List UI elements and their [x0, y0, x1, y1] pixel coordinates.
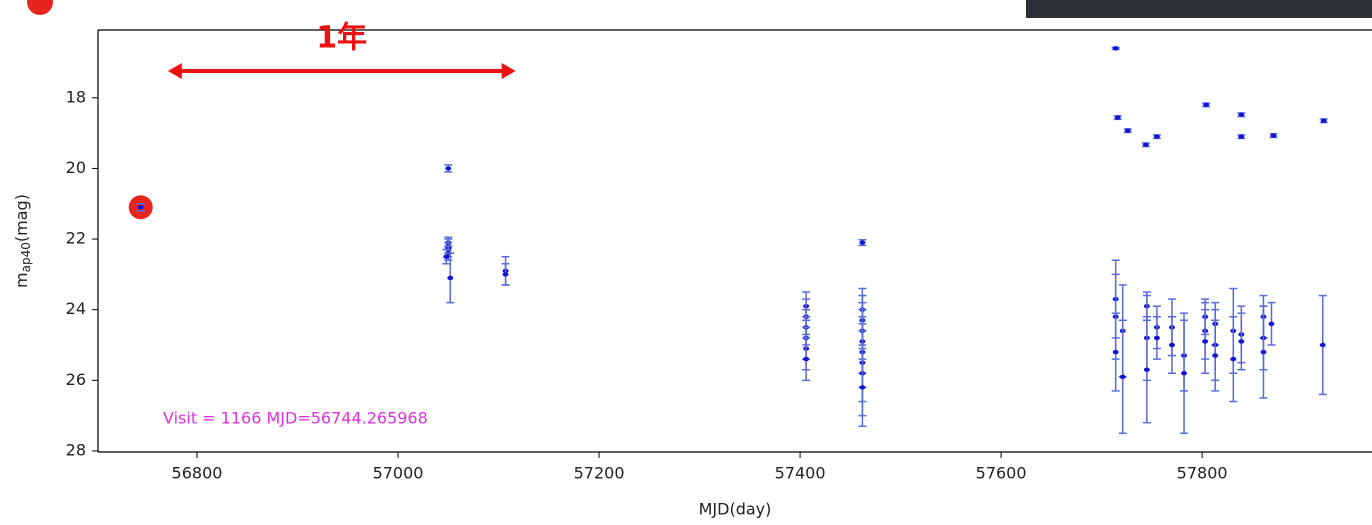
data-point	[1153, 134, 1160, 139]
x-tick-label: 57600	[976, 464, 1027, 483]
data-point	[1268, 321, 1275, 327]
data-point	[1260, 349, 1267, 355]
data-point	[445, 166, 452, 171]
x-axis-label: MJD(day)	[699, 500, 772, 519]
data-point	[1153, 335, 1160, 341]
y-tick-label: 26	[66, 370, 86, 389]
data-point	[447, 275, 454, 281]
data-point	[1142, 142, 1149, 147]
data-point	[859, 385, 866, 390]
y-label-main: m	[12, 272, 31, 288]
data-point	[1112, 349, 1119, 355]
y-tick-label: 18	[66, 87, 86, 106]
x-tick-label: 56800	[172, 464, 223, 483]
data-point	[443, 254, 450, 259]
data-point	[1119, 374, 1126, 379]
data-point	[1181, 371, 1188, 376]
data-point	[1168, 342, 1175, 348]
data-point	[1114, 115, 1121, 120]
data-point	[1203, 102, 1210, 108]
arrow-head	[501, 62, 516, 79]
data-point	[502, 272, 509, 277]
data-point	[1124, 128, 1131, 133]
data-point	[1238, 339, 1245, 344]
data-point	[1270, 133, 1277, 138]
data-point	[1112, 46, 1119, 51]
data-point	[1238, 134, 1245, 139]
y-tick-label: 28	[66, 440, 86, 459]
corner-image	[1026, 0, 1372, 18]
y-tick-label: 22	[66, 229, 86, 248]
data-point	[1212, 353, 1219, 358]
data-point	[803, 356, 810, 362]
data-point	[1230, 356, 1237, 362]
data-point	[859, 240, 866, 245]
arrow-head	[167, 62, 182, 79]
y-label-unit: (mag)	[12, 194, 31, 242]
x-tick-label: 57400	[775, 464, 826, 483]
x-tick-label: 57800	[1177, 464, 1228, 483]
x-tick-label: 57000	[373, 464, 424, 483]
data-point	[1238, 112, 1245, 117]
arrow-label: 1年	[316, 20, 367, 55]
annotation: Visit = 1166 MJD=56744.265968	[163, 409, 428, 428]
data-point	[137, 205, 144, 210]
y-axis-label: map40(mag)	[12, 194, 33, 288]
x-tick-label: 57200	[574, 464, 625, 483]
data-point	[1202, 339, 1209, 344]
y-tick-label: 24	[66, 299, 86, 318]
data-point	[1143, 367, 1150, 372]
data-point	[1320, 118, 1327, 123]
y-label-sub: ap40	[19, 242, 33, 272]
marker-dot	[27, 0, 53, 15]
y-tick-label: 20	[66, 158, 86, 177]
data-point	[1319, 342, 1326, 348]
